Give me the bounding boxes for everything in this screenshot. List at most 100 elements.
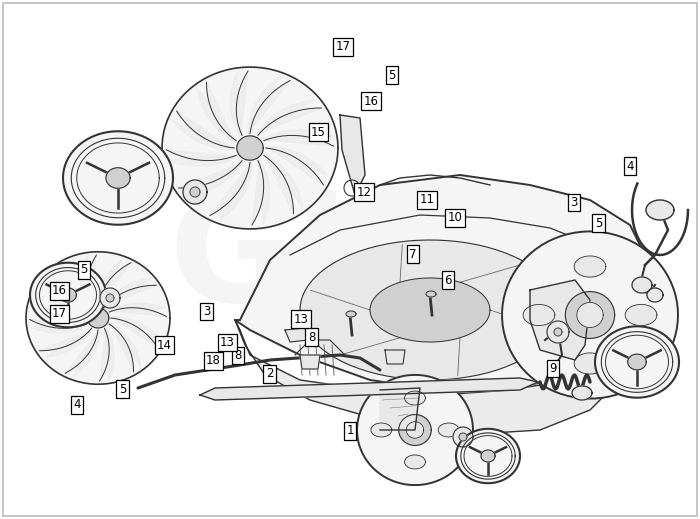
Polygon shape [99, 327, 114, 381]
Polygon shape [285, 328, 308, 342]
Polygon shape [357, 375, 473, 485]
Polygon shape [530, 280, 590, 360]
Text: 3: 3 [203, 305, 210, 318]
Text: 1: 1 [346, 424, 354, 438]
Polygon shape [88, 308, 108, 328]
Polygon shape [60, 288, 76, 302]
Polygon shape [63, 131, 173, 225]
Polygon shape [162, 67, 338, 229]
Polygon shape [628, 354, 646, 370]
Polygon shape [346, 311, 356, 317]
Polygon shape [230, 71, 248, 136]
Polygon shape [566, 292, 615, 338]
Polygon shape [197, 83, 237, 142]
Text: 9: 9 [550, 362, 556, 375]
Polygon shape [300, 240, 560, 380]
Polygon shape [30, 263, 106, 327]
Polygon shape [574, 256, 606, 277]
Polygon shape [29, 320, 88, 333]
Polygon shape [456, 429, 520, 483]
Polygon shape [190, 187, 200, 197]
Text: 13: 13 [220, 336, 235, 349]
Text: 16: 16 [363, 94, 379, 108]
Polygon shape [380, 388, 420, 430]
Polygon shape [459, 433, 467, 441]
Text: 16: 16 [52, 284, 67, 297]
Text: 7: 7 [410, 248, 416, 261]
Polygon shape [26, 252, 170, 384]
Text: 6: 6 [444, 274, 452, 287]
Polygon shape [554, 328, 562, 336]
Text: 17: 17 [52, 307, 67, 321]
Polygon shape [106, 294, 114, 302]
Polygon shape [183, 180, 207, 204]
Text: 14: 14 [157, 338, 172, 352]
Polygon shape [235, 270, 650, 435]
Text: 15: 15 [311, 126, 326, 139]
Text: 18: 18 [206, 354, 221, 367]
Polygon shape [34, 288, 85, 320]
Polygon shape [406, 422, 424, 438]
Polygon shape [632, 277, 652, 293]
Text: 11: 11 [419, 193, 435, 207]
Polygon shape [405, 391, 426, 405]
Polygon shape [167, 150, 237, 166]
Polygon shape [547, 321, 569, 343]
Polygon shape [577, 303, 603, 327]
Polygon shape [40, 329, 93, 358]
Text: GHS: GHS [169, 184, 531, 334]
Polygon shape [55, 264, 87, 313]
Polygon shape [574, 353, 606, 374]
Polygon shape [523, 305, 555, 325]
Polygon shape [595, 326, 679, 398]
Text: 4: 4 [74, 398, 80, 412]
Polygon shape [256, 100, 321, 135]
Polygon shape [385, 350, 405, 364]
Polygon shape [108, 303, 167, 317]
Polygon shape [178, 160, 244, 196]
Polygon shape [200, 378, 538, 400]
Polygon shape [647, 288, 663, 302]
Polygon shape [481, 450, 495, 462]
Text: 10: 10 [447, 211, 463, 225]
Text: 12: 12 [356, 185, 372, 199]
Polygon shape [109, 322, 141, 372]
Text: 5: 5 [119, 383, 126, 396]
Text: 8: 8 [234, 349, 241, 362]
Text: 8: 8 [308, 331, 315, 344]
Polygon shape [405, 455, 426, 469]
Polygon shape [646, 200, 674, 220]
Polygon shape [426, 291, 436, 297]
Text: 4: 4 [626, 159, 634, 173]
Polygon shape [453, 427, 473, 447]
Polygon shape [399, 415, 431, 445]
Polygon shape [252, 159, 270, 225]
Polygon shape [82, 255, 97, 309]
Polygon shape [502, 231, 678, 399]
Text: 5: 5 [389, 69, 396, 82]
Text: 3: 3 [570, 196, 578, 209]
Text: 5: 5 [595, 216, 602, 230]
Polygon shape [371, 423, 392, 437]
Text: 13: 13 [293, 312, 309, 326]
Polygon shape [235, 175, 650, 390]
Polygon shape [100, 288, 120, 308]
Polygon shape [262, 130, 334, 146]
Polygon shape [370, 278, 490, 342]
Polygon shape [210, 162, 252, 220]
Polygon shape [237, 136, 263, 160]
Polygon shape [300, 355, 320, 369]
Polygon shape [106, 168, 130, 188]
Polygon shape [103, 278, 156, 308]
Polygon shape [248, 76, 290, 133]
Polygon shape [264, 154, 302, 214]
Polygon shape [340, 115, 365, 195]
Polygon shape [65, 330, 99, 377]
Text: 17: 17 [335, 40, 351, 53]
Text: 2: 2 [266, 367, 273, 380]
Polygon shape [266, 146, 328, 185]
Polygon shape [97, 260, 131, 306]
Polygon shape [572, 386, 592, 400]
Polygon shape [625, 305, 657, 325]
Text: 5: 5 [80, 263, 88, 277]
